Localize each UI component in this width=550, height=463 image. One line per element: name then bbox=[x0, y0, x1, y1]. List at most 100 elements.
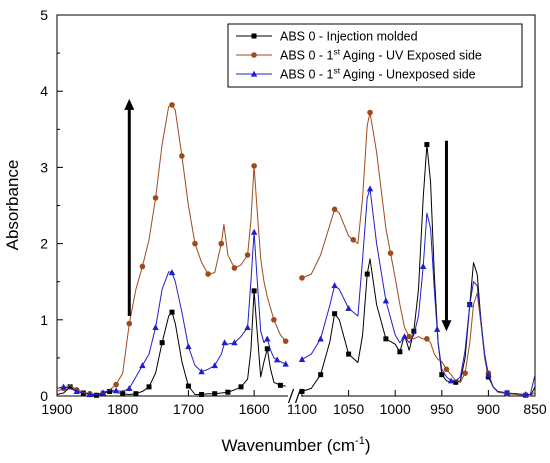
arrow-head bbox=[124, 98, 135, 110]
data-point bbox=[282, 360, 289, 367]
x-axis-title-superscript: -1 bbox=[355, 435, 365, 447]
data-point bbox=[331, 282, 338, 289]
data-point bbox=[424, 142, 430, 148]
data-point bbox=[231, 339, 238, 346]
data-point bbox=[367, 109, 373, 116]
x-axis-title: Wavenumber (cm-1) bbox=[222, 435, 371, 455]
y-tick-label: 2 bbox=[40, 236, 48, 252]
data-point bbox=[317, 335, 324, 342]
legend-box bbox=[227, 23, 523, 88]
data-point bbox=[397, 349, 403, 355]
data-point bbox=[244, 324, 251, 331]
data-point bbox=[67, 384, 73, 390]
data-point bbox=[231, 265, 238, 271]
data-point bbox=[298, 356, 306, 363]
data-point bbox=[139, 263, 146, 270]
data-point bbox=[218, 240, 225, 247]
data-point bbox=[86, 391, 94, 398]
x-tick-label: 900 bbox=[477, 401, 501, 417]
data-point bbox=[93, 392, 99, 398]
data-point bbox=[447, 377, 455, 384]
data-point bbox=[211, 362, 218, 369]
data-point bbox=[318, 372, 324, 378]
data-point bbox=[439, 372, 445, 378]
data-point bbox=[382, 297, 390, 304]
data-point bbox=[169, 309, 175, 315]
data-point bbox=[282, 338, 289, 344]
x-tick-label: 1800 bbox=[107, 401, 138, 417]
data-point bbox=[277, 382, 283, 388]
x-tick-label: 1000 bbox=[380, 401, 411, 417]
data-point bbox=[345, 304, 352, 311]
x-tick-label: 1050 bbox=[333, 401, 364, 417]
data-point bbox=[443, 366, 450, 373]
data-point bbox=[453, 379, 459, 385]
x-tick-label: 950 bbox=[430, 401, 454, 417]
data-point bbox=[133, 391, 139, 397]
legend-label: ABS 0 - Injection molded bbox=[280, 30, 418, 44]
data-point bbox=[238, 384, 244, 390]
data-point bbox=[462, 370, 468, 376]
legend-marker bbox=[250, 70, 258, 77]
y-tick-label: 3 bbox=[40, 159, 48, 175]
y-tick-label: 1 bbox=[40, 312, 48, 328]
annotations bbox=[124, 98, 452, 332]
series-layer bbox=[56, 102, 536, 399]
data-point bbox=[387, 250, 394, 256]
data-point bbox=[198, 368, 205, 375]
data-point bbox=[146, 384, 152, 390]
legend-entry-1: ABS 0 - Injection molded bbox=[236, 30, 418, 44]
data-point bbox=[152, 195, 159, 201]
data-point bbox=[112, 387, 120, 394]
data-point bbox=[168, 269, 176, 276]
axis-break-mask bbox=[288, 388, 301, 404]
y-axis-title: Absorbance bbox=[3, 160, 22, 251]
data-point bbox=[99, 389, 107, 396]
data-point bbox=[419, 263, 427, 270]
x-tick-label: 1900 bbox=[41, 401, 72, 417]
data-point bbox=[433, 325, 441, 332]
data-point bbox=[152, 324, 159, 331]
data-point bbox=[346, 351, 352, 357]
data-point bbox=[251, 288, 257, 294]
data-point bbox=[250, 228, 258, 235]
data-point bbox=[120, 391, 126, 397]
data-point bbox=[159, 340, 165, 346]
legend-label: ABS 0 - 1st Aging - UV Exposed side bbox=[280, 47, 482, 63]
data-point bbox=[126, 384, 133, 391]
data-point bbox=[192, 240, 198, 247]
data-point bbox=[60, 383, 67, 390]
legend-entry-3: ABS 0 - 1st Aging - Unexposed side bbox=[236, 66, 476, 82]
data-point bbox=[221, 339, 228, 346]
data-point bbox=[179, 153, 185, 159]
x-tick-label: 1700 bbox=[173, 401, 204, 417]
data-point bbox=[503, 389, 511, 396]
data-point bbox=[364, 271, 370, 277]
y-tick-label: 5 bbox=[40, 7, 48, 23]
x-tick-label: 1600 bbox=[239, 401, 270, 417]
data-point bbox=[331, 206, 338, 213]
data-point bbox=[332, 311, 338, 317]
data-point bbox=[73, 388, 80, 395]
y-tick-label: 0 bbox=[40, 388, 48, 404]
arrow-up bbox=[124, 98, 135, 316]
x-tick-label: 1100 bbox=[287, 401, 317, 417]
data-point bbox=[244, 252, 251, 258]
data-point bbox=[264, 346, 270, 352]
data-point bbox=[366, 185, 374, 192]
data-point bbox=[185, 383, 191, 389]
axis-break-label: // bbox=[291, 407, 298, 421]
data-point bbox=[126, 320, 133, 327]
data-point bbox=[401, 333, 408, 340]
axis-break-slash bbox=[287, 388, 295, 404]
data-point bbox=[205, 271, 211, 277]
data-point bbox=[113, 381, 119, 388]
x-tick-label: 850 bbox=[523, 401, 547, 417]
legend-label: ABS 0 - 1st Aging - Unexposed side bbox=[280, 66, 476, 82]
legend-entry-2: ABS 0 - 1st Aging - UV Exposed side bbox=[236, 47, 482, 63]
legend-marker bbox=[251, 33, 257, 39]
data-point bbox=[225, 389, 231, 395]
y-tick-label: 4 bbox=[40, 83, 48, 99]
data-point bbox=[299, 388, 305, 394]
